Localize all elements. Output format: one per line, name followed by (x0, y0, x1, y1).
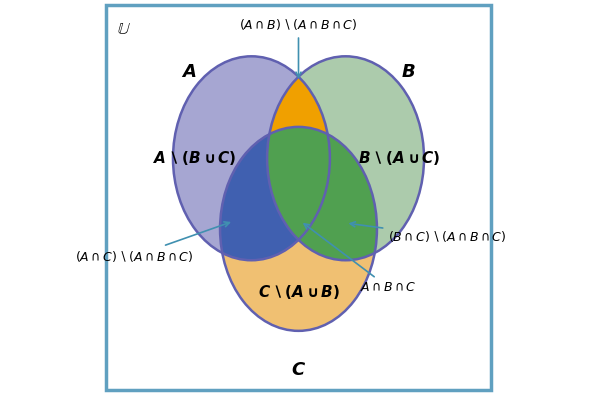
Text: $\mathbb{U}$: $\mathbb{U}$ (117, 20, 131, 38)
Text: $\boldsymbol{B \setminus (A \cup C)}$: $\boldsymbol{B \setminus (A \cup C)}$ (358, 149, 439, 167)
Text: $\boldsymbol{C}$: $\boldsymbol{C}$ (291, 361, 306, 379)
Text: $(A \cap B) \setminus (A \cap B \cap C)$: $(A \cap B) \setminus (A \cap B \cap C)$ (239, 17, 358, 77)
Text: $\boldsymbol{C \setminus (A \cup B)}$: $\boldsymbol{C \setminus (A \cup B)}$ (257, 283, 340, 301)
Text: $(A \cap C) \setminus (A \cap B \cap C)$: $(A \cap C) \setminus (A \cap B \cap C)$ (75, 222, 229, 264)
Ellipse shape (220, 127, 377, 331)
Text: $\boldsymbol{A \setminus (B \cup C)}$: $\boldsymbol{A \setminus (B \cup C)}$ (153, 149, 236, 167)
Ellipse shape (220, 127, 377, 331)
Ellipse shape (267, 56, 424, 260)
Ellipse shape (173, 56, 330, 260)
Ellipse shape (220, 127, 377, 331)
Ellipse shape (267, 56, 424, 260)
Ellipse shape (267, 56, 424, 260)
Text: $A \cap B \cap C$: $A \cap B \cap C$ (304, 224, 417, 294)
Ellipse shape (173, 56, 330, 260)
Ellipse shape (220, 127, 377, 331)
Text: $\boldsymbol{B}$: $\boldsymbol{B}$ (401, 63, 416, 81)
Text: $\boldsymbol{A}$: $\boldsymbol{A}$ (181, 63, 196, 81)
Text: $(B \cap C) \setminus (A \cap B \cap C)$: $(B \cap C) \setminus (A \cap B \cap C)$ (350, 222, 507, 244)
